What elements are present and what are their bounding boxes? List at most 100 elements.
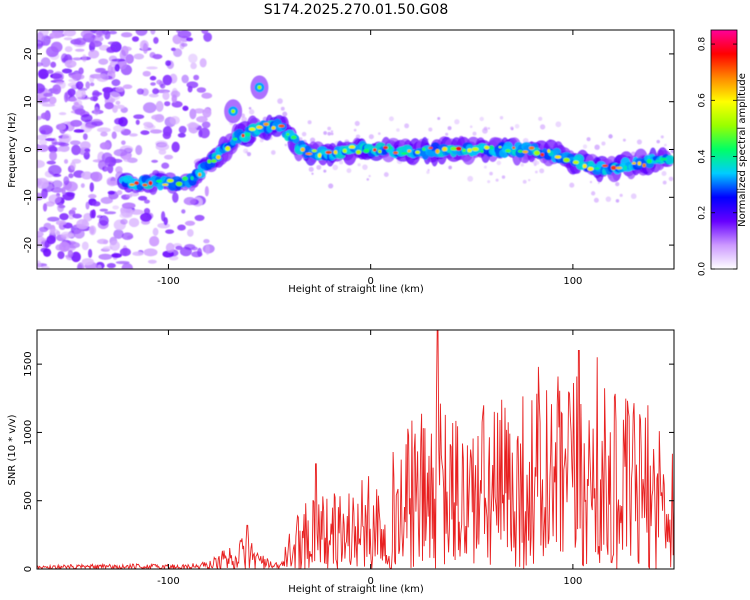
spectrogram-hot-spot: [342, 148, 347, 153]
spectrogram-faint-dot: [396, 128, 400, 132]
spectrogram-faint-dot: [608, 134, 613, 139]
spectrogram-noise-blob: [71, 73, 85, 80]
spectrogram-faint-dot: [582, 144, 588, 149]
spectrogram-noise-blob: [165, 229, 175, 234]
spectrogram-hot-spot: [563, 157, 570, 163]
spectrogram-faint-dot: [514, 123, 520, 129]
spectrogram-y-tick-label: 20: [23, 48, 34, 61]
spectrogram-hot-spot: [305, 152, 313, 156]
spectrogram-noise-blob: [81, 171, 93, 180]
spectrogram-faint-dot: [301, 131, 307, 137]
spectrogram-noise-blob: [113, 125, 126, 133]
spectrogram-faint-dot: [520, 163, 524, 167]
spectrogram-noise-blob: [203, 239, 210, 244]
spectrogram-hot-spot: [241, 133, 245, 138]
spectrogram-noise-blob: [204, 185, 209, 197]
spectrogram-noise-blob: [182, 105, 189, 111]
spectrogram-hot-spot: [540, 152, 545, 157]
spectrogram-noise-blob: [150, 82, 156, 86]
spectrogram-noise-blob: [121, 140, 126, 145]
spectrogram-noise-blob: [133, 114, 145, 120]
spectrogram-noise-blob: [48, 228, 59, 235]
spectrogram-noise-blob: [140, 212, 152, 222]
spectrogram-noise-blob: [39, 97, 51, 103]
spectrogram-noise-blob: [96, 73, 109, 82]
snr-x-tick-label: 0: [367, 576, 373, 587]
spectrogram-noise-blob: [70, 119, 83, 127]
spectrogram-faint-dot: [437, 117, 441, 121]
spectrogram-faint-dot: [298, 137, 303, 141]
spectrogram-faint-dot: [316, 164, 322, 170]
spectrogram-noise-blob: [69, 140, 81, 146]
spectrogram-noise-blob: [85, 201, 90, 210]
spectrogram-hot-spot: [646, 158, 653, 164]
spectrogram-noise-blob: [58, 112, 67, 116]
spectrogram-noise-blob: [60, 53, 69, 64]
spectrogram-noise-blob: [203, 32, 212, 42]
spectrogram-hot-spot: [554, 155, 562, 159]
spectrogram-noise-blob: [151, 114, 165, 121]
spectrogram-hot-spot: [317, 153, 322, 158]
spectrogram-noise-blob: [194, 214, 205, 222]
spectrogram-noise-blob: [138, 195, 148, 201]
spectrogram-noise-blob: [186, 228, 194, 237]
spectrogram-hot-spot: [142, 183, 148, 187]
spectrogram-noise-blob: [97, 67, 106, 73]
spectrogram-noise-blob: [46, 69, 54, 74]
spectrogram-noise-blob: [48, 96, 57, 105]
spectrogram-faint-dot: [501, 175, 506, 179]
spectrogram-noise-blob: [143, 102, 157, 114]
spectrogram-hot-spot: [615, 166, 623, 170]
spectrogram-noise-blob: [100, 131, 108, 137]
spectrogram-hot-spot: [278, 124, 285, 128]
spectrogram-faint-dot: [445, 132, 449, 136]
spectrogram-noise-blob: [121, 202, 136, 210]
spectrogram-hot-spot: [244, 132, 251, 137]
spectrogram-noise-blob: [89, 182, 95, 192]
spectrogram-hot-spot: [655, 159, 660, 163]
spectrogram-noise-blob: [149, 236, 160, 247]
spectrogram-noise-blob: [67, 241, 81, 249]
spectrogram-noise-blob: [82, 133, 88, 141]
spectrogram-noise-blob: [61, 186, 66, 195]
spectrogram-faint-dot: [522, 179, 527, 184]
spectrogram-noise-blob: [48, 194, 62, 204]
spectrogram-noise-blob: [143, 248, 158, 257]
spectrogram-hot-spot: [547, 149, 551, 153]
spectrogram-noise-blob: [47, 144, 56, 152]
spectrogram-noise-blob: [132, 251, 144, 256]
spectrogram-noise-blob: [43, 92, 53, 97]
spectrogram-noise-blob: [143, 199, 150, 204]
spectrogram-noise-blob: [71, 158, 82, 164]
spectrogram-hot-spot: [484, 145, 490, 150]
spectrogram-noise-blob: [122, 46, 132, 52]
spectrogram-noise-blob: [136, 88, 144, 95]
spectrogram-faint-dot: [534, 170, 538, 174]
spectrogram-noise-blob: [55, 123, 67, 131]
spectrogram-noise-blob: [61, 68, 73, 74]
spectrogram-faint-dot: [656, 139, 660, 144]
spectrogram-faint-dot: [489, 171, 493, 176]
spectrogram-faint-dot: [282, 111, 288, 117]
spectrogram-noise-blob: [113, 149, 128, 157]
spectrogram-noise-blob: [37, 115, 43, 121]
spectrogram-noise-blob: [64, 159, 69, 164]
spectrogram-noise-blob: [90, 171, 103, 182]
spectrogram-noise-blob: [47, 216, 60, 222]
spectrogram-noise-blob: [76, 219, 89, 230]
spectrogram-noise-blob: [68, 173, 74, 179]
spectrogram-noise-blob: [44, 138, 55, 142]
spectrogram-noise-blob: [75, 48, 85, 52]
spectrogram-noise-blob: [193, 74, 200, 81]
spectrogram-faint-dot: [368, 174, 371, 178]
spectrogram-noise-blob: [103, 89, 111, 100]
spectrogram-noise-blob: [85, 81, 91, 89]
spectrogram-hot-spot: [393, 151, 399, 155]
colorbar-tick-label: 0.0: [698, 262, 708, 277]
spectrogram-faint-dot: [428, 127, 433, 132]
snr-y-label: SNR (10 * v/v): [7, 414, 18, 485]
spectrogram-noise-blob: [101, 30, 110, 35]
spectrogram-noise-blob: [75, 90, 84, 99]
spectrogram-faint-dot: [448, 165, 452, 170]
spectrogram-noise-blob: [120, 218, 128, 225]
